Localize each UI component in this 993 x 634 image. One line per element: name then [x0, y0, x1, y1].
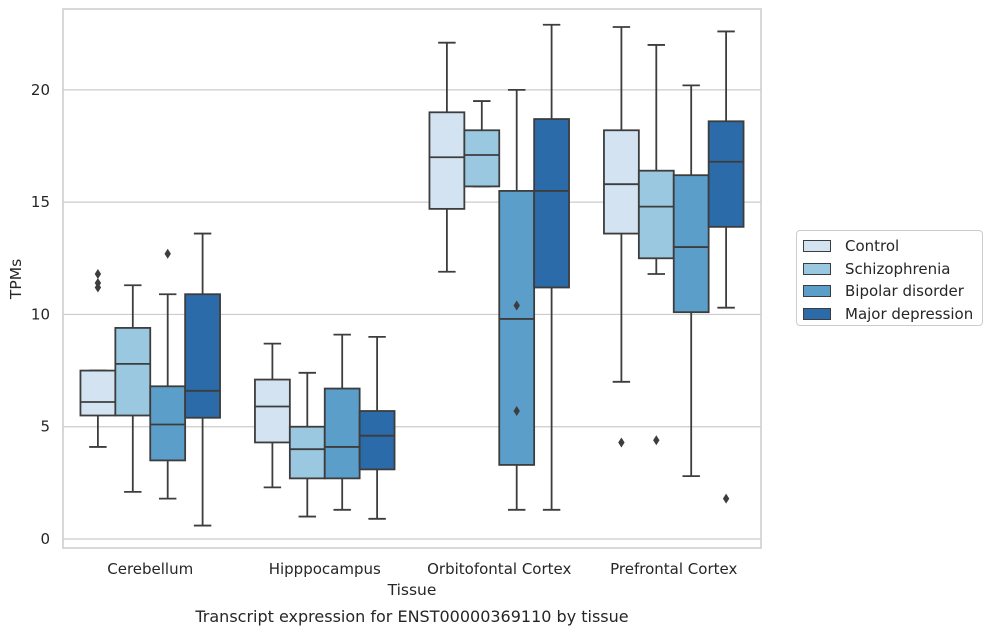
y-tick-label: 5 [40, 418, 50, 436]
box-iqr [603, 129, 640, 235]
box-control [603, 26, 640, 448]
outlier-point [164, 248, 171, 259]
axis-ticks: 0 5 10 15 20 Cerebellum Hipppocampus Orbitofont… [31, 81, 738, 578]
box-bipolar-disorder [498, 88, 536, 511]
box-iqr [498, 190, 536, 466]
box-control [254, 342, 291, 489]
y-axis-label: TPMs [7, 259, 25, 300]
box-iqr [707, 120, 745, 228]
legend-swatch [803, 240, 831, 253]
box-major-depression [184, 232, 221, 527]
y-tick-label: 0 [40, 530, 50, 548]
x-tick-label: Hipppocampus [269, 560, 381, 578]
box-iqr [184, 293, 221, 419]
box-control [428, 41, 466, 273]
box-iqr [323, 387, 361, 480]
legend-swatch [803, 262, 831, 275]
legend-item: Schizophrenia [803, 258, 982, 281]
legend-item: Control [803, 235, 982, 258]
x-tick-label: Orbitofontal Cortex [427, 560, 571, 578]
plot-frame [62, 8, 762, 549]
legend-swatch [803, 307, 831, 320]
outlier-point [653, 435, 660, 446]
outlier-point [94, 269, 102, 280]
box-control [79, 269, 117, 448]
legend: Control Schizophrenia Bipolar disorder Majo… [796, 230, 983, 326]
box-iqr [149, 385, 187, 462]
legend-item: Bipolar disorder [803, 280, 982, 303]
boxes [79, 23, 745, 527]
y-tick-label: 10 [31, 305, 50, 323]
outlier-point [513, 406, 520, 417]
box-bipolar-disorder [672, 84, 710, 478]
box-iqr [254, 378, 291, 444]
box-iqr [288, 425, 326, 480]
box-iqr [358, 410, 396, 471]
outlier-point [513, 300, 520, 311]
legend-label: Major depression [845, 304, 974, 323]
box-iqr [672, 174, 710, 314]
legend-label: Schizophrenia [845, 259, 951, 278]
x-axis-label: Tissue [387, 581, 437, 599]
box-schizophrenia [463, 100, 501, 188]
chart-title: Transcript expression for ENST0000036911… [194, 607, 628, 626]
box-iqr [533, 118, 570, 289]
box-iqr [79, 369, 117, 417]
box-major-depression [707, 30, 745, 504]
y-tick-label: 15 [31, 193, 50, 211]
y-tick-label: 20 [31, 81, 50, 99]
box-major-depression [358, 335, 396, 520]
legend-label: Control [845, 237, 900, 256]
box-major-depression [533, 23, 570, 511]
x-tick-label: Prefrontal Cortex [610, 560, 737, 578]
outlier-point [94, 277, 102, 288]
legend-label: Bipolar disorder [845, 282, 964, 301]
legend-item: Major depression [803, 303, 982, 326]
box-iqr [637, 169, 675, 260]
x-tick-label: Cerebellum [107, 560, 193, 578]
box-schizophrenia [637, 44, 675, 446]
box-schizophrenia [288, 371, 326, 518]
box-iqr [114, 327, 152, 417]
outlier-point [722, 493, 730, 504]
outlier-point [618, 437, 625, 448]
box-bipolar-disorder [149, 248, 187, 500]
box-bipolar-disorder [323, 333, 361, 511]
box-iqr [428, 111, 466, 210]
box-schizophrenia [114, 284, 152, 493]
box-iqr [463, 129, 501, 188]
legend-swatch [803, 285, 831, 298]
